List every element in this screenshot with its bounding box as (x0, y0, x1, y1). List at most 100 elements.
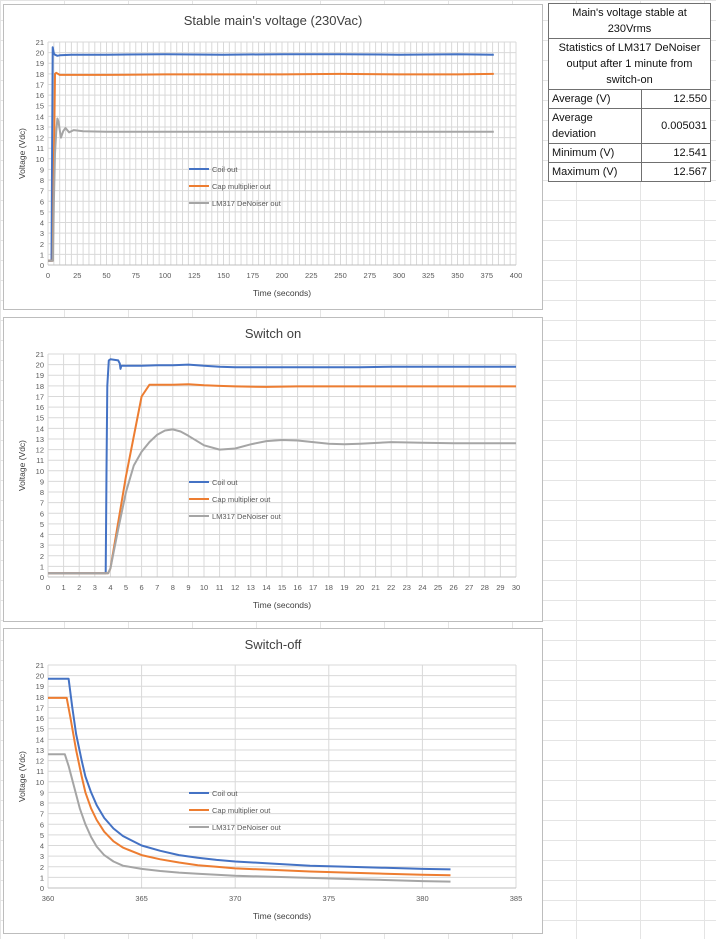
x-tick-label: 200 (276, 271, 289, 280)
y-axis-label: Voltage (Vdc) (17, 128, 27, 179)
y-tick-label: 3 (40, 852, 44, 861)
x-tick-label: 370 (229, 894, 242, 903)
y-tick-label: 12 (36, 757, 44, 766)
legend-label: Coil out (212, 789, 238, 798)
series-line-1 (48, 677, 451, 871)
y-tick-label: 5 (40, 208, 44, 217)
stats-row-minimum: Minimum (V) 12.541 (547, 143, 711, 163)
stats-label: Average deviation (547, 108, 643, 144)
y-tick-label: 9 (40, 477, 44, 486)
y-axis-label: Voltage (Vdc) (17, 751, 27, 802)
statistics-table: Main's voltage stable at 230Vrms Statist… (547, 3, 711, 182)
x-axis-label: Time (seconds) (253, 288, 311, 298)
x-tick-label: 18 (325, 583, 333, 592)
y-tick-label: 1 (40, 873, 44, 882)
x-tick-label: 1 (62, 583, 66, 592)
x-tick-label: 380 (416, 894, 429, 903)
y-tick-label: 5 (40, 831, 44, 840)
y-tick-label: 2 (40, 863, 44, 872)
x-tick-label: 20 (356, 583, 364, 592)
x-tick-label: 9 (186, 583, 190, 592)
y-tick-label: 7 (40, 810, 44, 819)
y-tick-label: 17 (36, 703, 44, 712)
y-tick-label: 18 (36, 70, 44, 79)
y-tick-label: 19 (36, 371, 44, 380)
y-tick-label: 20 (36, 672, 44, 681)
y-tick-label: 12 (36, 134, 44, 143)
y-tick-label: 3 (40, 541, 44, 550)
y-tick-label: 16 (36, 714, 44, 723)
y-tick-label: 15 (36, 414, 44, 423)
chart-switch-on: Switch on 0 1 2 3 4 5 6 7 8 9 10 11 12 13 14 15 16 17 18 19 2… (3, 317, 543, 622)
series-line-2 (48, 71, 494, 262)
x-tick-label: 375 (480, 271, 493, 280)
x-tick-label: 12 (231, 583, 239, 592)
stats-row-maximum: Maximum (V) 12.567 (547, 162, 711, 182)
y-tick-label: 11 (36, 456, 44, 465)
stats-subheader: Statistics of LM317 DeNoiser output afte… (548, 38, 711, 90)
x-tick-label: 225 (305, 271, 318, 280)
y-tick-label: 7 (40, 499, 44, 508)
x-tick-label: 175 (246, 271, 259, 280)
y-tick-label: 0 (40, 573, 44, 582)
x-tick-label: 10 (200, 583, 208, 592)
x-tick-label: 27 (465, 583, 473, 592)
gridlines (47, 664, 517, 889)
x-tick-label: 2 (77, 583, 81, 592)
chart-switch-off-svg: Switch-off012345678910111213141516171819… (17, 637, 522, 921)
x-tick-label: 150 (217, 271, 230, 280)
y-tick-label: 4 (40, 531, 44, 540)
x-tick-label: 375 (323, 894, 336, 903)
series-line-2 (48, 383, 516, 575)
x-tick-label: 300 (393, 271, 406, 280)
y-tick-label: 13 (36, 123, 44, 132)
x-tick-label: 4 (108, 583, 112, 592)
x-tick-label: 275 (363, 271, 376, 280)
x-tick-label: 125 (188, 271, 201, 280)
y-tick-label: 16 (36, 91, 44, 100)
y-tick-label: 21 (36, 38, 44, 47)
series-line-3 (48, 117, 494, 262)
legend-label: Cap multiplier out (212, 495, 271, 504)
y-tick-label: 5 (40, 520, 44, 529)
x-tick-label: 30 (512, 583, 520, 592)
y-tick-label: 4 (40, 842, 44, 851)
y-tick-label: 18 (36, 693, 44, 702)
stats-label: Maximum (V) (547, 162, 643, 182)
y-tick-label: 17 (36, 80, 44, 89)
legend: Coil out Cap multiplier out LM317 DeNoiser… (189, 478, 282, 521)
chart-title: Stable main's voltage (230Vac) (184, 13, 363, 28)
x-tick-label: 3 (93, 583, 97, 592)
x-tick-label: 350 (451, 271, 464, 280)
stats-label: Minimum (V) (547, 143, 643, 163)
legend-label: Coil out (212, 165, 238, 174)
x-tick-label: 11 (216, 583, 224, 592)
legend: Coil out Cap multiplier out LM317 DeNoiser… (189, 165, 282, 208)
x-tick-label: 23 (403, 583, 411, 592)
x-tick-label: 7 (155, 583, 159, 592)
stats-value: 12.550 (641, 89, 711, 109)
x-tick-label: 16 (293, 583, 301, 592)
y-tick-label: 8 (40, 488, 44, 497)
legend: Coil out Cap multiplier out LM317 DeNoiser… (189, 789, 282, 832)
x-tick-label: 14 (262, 583, 270, 592)
x-tick-label: 100 (159, 271, 172, 280)
series-line-1 (48, 46, 494, 262)
stats-header-row: Main's voltage stable at 230Vrms (548, 3, 711, 39)
x-tick-label: 0 (46, 583, 50, 592)
y-tick-label: 10 (36, 155, 44, 164)
y-tick-label: 6 (40, 509, 44, 518)
y-tick-label: 15 (36, 725, 44, 734)
stats-value: 12.567 (641, 162, 711, 182)
x-axis-label: Time (seconds) (253, 911, 311, 921)
legend-label: Cap multiplier out (212, 182, 271, 191)
x-tick-label: 21 (371, 583, 379, 592)
stats-row-average: Average (V) 12.550 (547, 89, 711, 109)
stats-value: 12.541 (641, 143, 711, 163)
y-tick-label: 6 (40, 820, 44, 829)
stats-subheader-row: Statistics of LM317 DeNoiser output afte… (548, 38, 711, 90)
y-tick-label: 12 (36, 446, 44, 455)
x-tick-label: 5 (124, 583, 128, 592)
x-tick-label: 25 (434, 583, 442, 592)
chart-stable-mains-svg: Stable main's voltage (230Vac) 0 12 34 5 67 8 9… (17, 13, 522, 298)
